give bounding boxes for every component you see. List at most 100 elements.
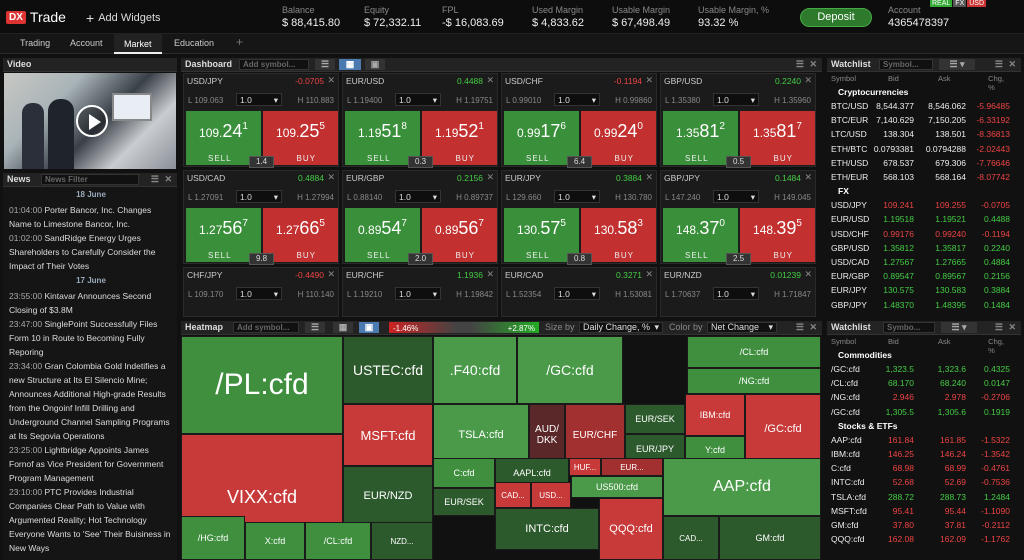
- heatmap-cell[interactable]: GM:cfd: [719, 516, 821, 560]
- heatmap-cell[interactable]: /HG:cfd: [181, 516, 245, 560]
- heatmap-cell[interactable]: /GC:cfd: [745, 394, 821, 464]
- video-player[interactable]: [4, 73, 176, 169]
- buy-button[interactable]: 1.35817 BUY: [740, 111, 815, 165]
- news-item[interactable]: 23:47:00 SinglePoint Successfully Files …: [9, 317, 173, 359]
- heatmap-cell[interactable]: US500:cfd: [571, 476, 663, 498]
- watchlist-row[interactable]: EUR/JPY 130.575 130.583 0.3884: [828, 285, 1018, 299]
- menu-icon[interactable]: ☰: [994, 59, 1003, 69]
- lot-size-select[interactable]: 1.0 ▾: [713, 190, 759, 203]
- watchlist-row[interactable]: EUR/GBP 0.89547 0.89567 0.2156: [828, 271, 1018, 285]
- watchlist-group[interactable]: Cryptocurrencies: [838, 87, 909, 97]
- watchlist-row[interactable]: /GC:cfd 1,323.5 1,323.6 0.4325: [828, 364, 1018, 378]
- close-icon[interactable]: ✕: [486, 172, 494, 182]
- close-icon[interactable]: ✕: [645, 172, 653, 182]
- heatmap-search-input[interactable]: Add symbol...: [233, 322, 299, 333]
- size-by-select[interactable]: Daily Change, % ▾: [579, 322, 663, 333]
- buy-button[interactable]: 109.255 BUY: [263, 111, 338, 165]
- heatmap-cell[interactable]: EUR/SEK: [433, 488, 495, 516]
- grid-view-icon[interactable]: ▦: [339, 59, 361, 70]
- sell-button[interactable]: 109.241 SELL: [186, 111, 261, 165]
- lot-size-select[interactable]: 1.0 ▾: [395, 93, 441, 106]
- tab-account[interactable]: Account: [70, 38, 103, 48]
- heatmap-cell[interactable]: /CL:cfd: [687, 336, 821, 368]
- news-item[interactable]: 23:55:00 Kintavar Announces Second Closi…: [9, 289, 173, 317]
- buy-button[interactable]: 0.99240 BUY: [581, 111, 656, 165]
- watchlist-row[interactable]: INTC:cfd 52.68 52.69 -0.7536: [828, 477, 1018, 491]
- news-item[interactable]: 23:10:00 PTC Provides Industrial Compani…: [9, 485, 173, 555]
- lot-size-select[interactable]: 1.0 ▾: [554, 93, 600, 106]
- watchlist-row[interactable]: GBP/USD 1.35812 1.35817 0.2240: [828, 243, 1018, 257]
- account-stat[interactable]: Account 4365478397: [888, 5, 949, 29]
- close-icon[interactable]: ✕: [327, 269, 335, 279]
- lot-size-select[interactable]: 1.0 ▾: [395, 287, 441, 300]
- watchlist-search-input[interactable]: Symbo...: [883, 322, 935, 333]
- watchlist-row[interactable]: TSLA:cfd 288.72 288.73 1.2484: [828, 492, 1018, 506]
- watchlist-row[interactable]: ETH/EUR 568.103 568.164 -8.07742: [828, 172, 1018, 186]
- sell-button[interactable]: 130.575 SELL: [504, 208, 579, 262]
- watchlist-row[interactable]: EUR/USD 1.19518 1.19521 0.4488: [828, 214, 1018, 228]
- heatmap-cell[interactable]: IBM:cfd: [685, 394, 745, 436]
- close-icon[interactable]: ✕: [645, 269, 653, 279]
- buy-button[interactable]: 148.395 BUY: [740, 208, 815, 262]
- news-filter-input[interactable]: News Filter: [41, 174, 139, 185]
- watchlist-row[interactable]: /GC:cfd 1,305.5 1,305.6 0.1919: [828, 407, 1018, 421]
- sell-button[interactable]: 0.89547 SELL: [345, 208, 420, 262]
- menu-icon[interactable]: ☰: [150, 174, 159, 184]
- lot-size-select[interactable]: 1.0 ▾: [236, 287, 282, 300]
- heatmap-cell[interactable]: NZD...: [371, 522, 433, 560]
- column-header[interactable]: Chg, %: [988, 74, 1004, 92]
- heatmap-cell[interactable]: MSFT:cfd: [343, 404, 433, 466]
- close-icon[interactable]: ✕: [804, 269, 812, 279]
- add-widgets-button[interactable]: + Add Widgets: [86, 10, 161, 26]
- heatmap-cell[interactable]: EUR...: [601, 458, 663, 476]
- heatmap-cell[interactable]: /NG:cfd: [687, 368, 821, 394]
- close-icon[interactable]: ✕: [645, 75, 653, 85]
- heatmap-cell[interactable]: TSLA:cfd: [433, 404, 529, 466]
- logo[interactable]: DX Trade: [6, 9, 66, 25]
- close-icon[interactable]: ✕: [1008, 322, 1016, 332]
- watchlist-row[interactable]: USD/CHF 0.99176 0.99240 -0.1194: [828, 229, 1018, 243]
- heatmap-cell[interactable]: C:cfd: [433, 458, 495, 488]
- news-item[interactable]: 01:04:00 Porter Bancor, Inc. Changes Nam…: [9, 203, 173, 231]
- heatmap-cell[interactable]: EUR/CHF: [565, 404, 625, 466]
- watchlist-row[interactable]: USD/CAD 1.27567 1.27665 0.4884: [828, 257, 1018, 271]
- heatmap-cell[interactable]: EUR/NZD: [343, 466, 433, 526]
- close-icon[interactable]: ✕: [809, 322, 817, 332]
- column-header[interactable]: Bid: [888, 74, 899, 83]
- heatmap-cell[interactable]: /CL:cfd: [305, 522, 371, 560]
- close-icon[interactable]: ✕: [809, 59, 817, 69]
- news-item[interactable]: 23:25:00 Lightbridge Appoints James Forn…: [9, 443, 173, 485]
- heatmap-cell[interactable]: USD...: [531, 482, 571, 508]
- watchlist-search-input[interactable]: Symbol...: [879, 59, 933, 70]
- close-icon[interactable]: ✕: [164, 174, 172, 184]
- sell-button[interactable]: 1.19518 SELL: [345, 111, 420, 165]
- tab-market[interactable]: Market: [114, 34, 162, 54]
- watchlist-row[interactable]: MSFT:cfd 95.41 95.44 -1.1090: [828, 506, 1018, 520]
- column-header[interactable]: Chg, %: [988, 337, 1004, 355]
- close-icon[interactable]: ✕: [486, 269, 494, 279]
- lot-size-select[interactable]: 1.0 ▾: [236, 190, 282, 203]
- tab-trading[interactable]: Trading: [20, 38, 51, 48]
- watchlist-row[interactable]: GM:cfd 37.80 37.81 -0.2112: [828, 520, 1018, 534]
- sell-button[interactable]: 1.27567 SELL: [186, 208, 261, 262]
- lot-size-select[interactable]: 1.0 ▾: [713, 93, 759, 106]
- watchlist-group[interactable]: FX: [838, 186, 849, 197]
- play-icon[interactable]: [76, 105, 108, 137]
- tab-education[interactable]: Education: [174, 38, 215, 48]
- menu-icon[interactable]: ☰: [795, 59, 804, 69]
- watchlist-row[interactable]: ETH/USD 678.537 679.306 -7.76646: [828, 158, 1018, 172]
- watchlist-group[interactable]: Commodities: [838, 350, 892, 360]
- heatmap-cell[interactable]: USTEC:cfd: [343, 336, 433, 404]
- heatmap-cell[interactable]: X:cfd: [245, 522, 305, 560]
- watchlist-row[interactable]: USD/JPY 109.241 109.255 -0.0705: [828, 200, 1018, 214]
- sell-button[interactable]: 148.370 SELL: [663, 208, 738, 262]
- heatmap-cell[interactable]: CAD...: [495, 482, 531, 508]
- heatmap-cell[interactable]: INTC:cfd: [495, 508, 599, 550]
- watchlist-row[interactable]: BTC/EUR 7,140.629 7,150.205 -6.33192: [828, 115, 1018, 129]
- watchlist-row[interactable]: ETH/BTC 0.0793381 0.0794288 -2.02443: [828, 144, 1018, 158]
- news-item[interactable]: 23:34:00 Gran Colombia Gold Indetifies a…: [9, 359, 173, 443]
- lot-size-select[interactable]: 1.0 ▾: [395, 190, 441, 203]
- watchlist-row[interactable]: GBP/JPY 1.48370 1.48395 0.1484: [828, 300, 1018, 314]
- close-icon[interactable]: ✕: [804, 172, 812, 182]
- lot-size-select[interactable]: 1.0 ▾: [554, 287, 600, 300]
